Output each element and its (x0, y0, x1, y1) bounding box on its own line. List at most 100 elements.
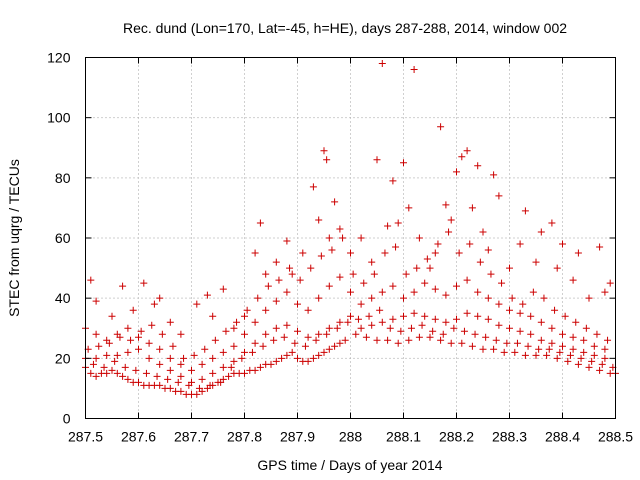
data-point (532, 351, 540, 359)
data-point (537, 336, 545, 344)
data-point (384, 222, 392, 230)
data-point (166, 384, 174, 392)
data-point (315, 351, 323, 359)
data-point (553, 354, 561, 362)
data-point (376, 306, 384, 314)
data-point (325, 324, 333, 332)
data-point (426, 333, 434, 341)
data-point (283, 321, 291, 329)
y-tick-label: 20 (55, 350, 71, 366)
data-point (410, 66, 418, 74)
data-point (407, 324, 415, 332)
data-point (516, 309, 524, 317)
data-point (368, 321, 376, 329)
data-point (241, 348, 248, 356)
data-point (506, 264, 513, 272)
data-point (294, 300, 301, 308)
data-point (317, 252, 325, 260)
data-point (450, 324, 458, 332)
data-point (307, 264, 315, 272)
data-point (248, 348, 256, 356)
data-point (294, 327, 301, 335)
data-point (410, 288, 418, 296)
data-point (254, 294, 262, 302)
data-point (195, 384, 203, 392)
data-point (601, 288, 609, 296)
data-point (460, 327, 468, 335)
data-point (606, 279, 614, 287)
data-point (299, 249, 307, 257)
data-point (559, 240, 566, 248)
data-point (95, 342, 103, 350)
data-point (270, 336, 278, 344)
data-point (400, 294, 407, 302)
data-point (402, 270, 410, 278)
data-point (386, 324, 394, 332)
data-point (566, 351, 574, 359)
data-point (495, 300, 503, 308)
data-point (103, 351, 111, 359)
data-point (198, 360, 206, 368)
data-point (347, 288, 354, 296)
data-point (323, 156, 331, 164)
data-point (336, 339, 344, 347)
data-point (474, 162, 482, 170)
y-tick-label: 0 (63, 411, 71, 427)
data-point (445, 228, 453, 236)
data-point (455, 249, 463, 257)
data-point (225, 372, 233, 380)
data-point (323, 330, 331, 338)
data-point (434, 240, 442, 248)
data-point (429, 327, 437, 335)
x-axis-label: GPS time / Days of year 2014 (257, 457, 442, 473)
data-point (264, 282, 272, 290)
data-point (251, 366, 259, 374)
data-point (381, 249, 389, 257)
x-tick-label: 287.6 (121, 429, 156, 445)
data-point (185, 381, 193, 389)
data-point (596, 243, 604, 251)
data-point (580, 348, 588, 356)
data-point (296, 276, 304, 284)
data-point (241, 312, 248, 320)
data-point (357, 324, 365, 332)
data-point (527, 330, 535, 338)
data-point (219, 285, 227, 293)
data-point (145, 354, 153, 362)
x-tick-label: 287.9 (280, 429, 315, 445)
data-point (373, 336, 381, 344)
data-point (357, 234, 365, 242)
data-point (222, 327, 230, 335)
data-point (543, 351, 551, 359)
data-point (596, 366, 604, 374)
data-point (389, 315, 397, 323)
data-point (312, 336, 320, 344)
data-point (378, 60, 386, 68)
data-point (400, 312, 407, 320)
data-point (262, 270, 270, 278)
x-tick-label: 287.8 (227, 429, 262, 445)
data-point (495, 192, 503, 200)
data-point (304, 333, 312, 341)
data-point (119, 282, 127, 290)
data-point (325, 282, 333, 290)
data-point (315, 216, 323, 224)
data-point (164, 375, 172, 383)
grid-lines (85, 57, 616, 419)
data-point (286, 264, 294, 272)
data-point (251, 318, 259, 326)
data-point (272, 324, 280, 332)
data-point (243, 306, 251, 314)
data-point (458, 339, 466, 347)
data-point (203, 291, 211, 299)
data-point (201, 345, 209, 353)
data-point (574, 249, 582, 257)
data-point (569, 345, 577, 353)
data-point (336, 318, 344, 326)
data-point (354, 315, 362, 323)
data-point (500, 348, 508, 356)
chart-title: Rec. dund (Lon=170, Lat=-45, h=HE), days… (123, 20, 567, 36)
data-point (129, 306, 137, 314)
data-point (362, 333, 370, 341)
data-point (516, 240, 524, 248)
